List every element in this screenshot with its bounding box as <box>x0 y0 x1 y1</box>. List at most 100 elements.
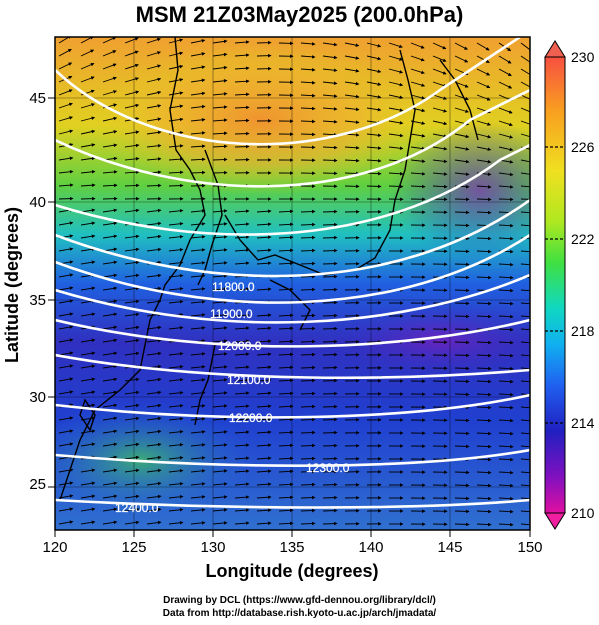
wind-arrow <box>454 55 469 63</box>
wind-arrow <box>102 403 118 408</box>
contour-label: 12300.0 <box>306 461 350 475</box>
wind-arrow <box>300 391 316 396</box>
wind-arrow <box>124 273 140 278</box>
wind-arrow <box>410 42 425 49</box>
wind-arrow <box>322 55 338 60</box>
wind-arrow <box>234 378 250 382</box>
wind-arrow <box>102 76 117 83</box>
wind-arrow <box>212 274 228 278</box>
wind-arrow <box>58 299 74 304</box>
wind-arrow <box>476 340 492 345</box>
wind-arrow <box>168 104 184 109</box>
colorbar-tick-label: 214 <box>571 415 595 431</box>
wind-arrow <box>168 325 184 330</box>
wind-arrow <box>278 248 294 253</box>
wind-arrow <box>476 81 491 89</box>
wind-arrow <box>168 351 184 356</box>
wind-arrow <box>322 132 338 137</box>
wind-arrow <box>300 313 316 318</box>
wind-arrow <box>322 391 338 396</box>
wind-arrow <box>454 418 470 423</box>
wind-arrow <box>212 144 228 149</box>
wind-arrow <box>234 222 250 226</box>
wind-arrow <box>190 469 206 473</box>
credits: Drawing by DCL (https://www.gfd-dennou.o… <box>0 594 599 620</box>
wind-arrow <box>58 247 74 252</box>
wind-arrow <box>212 118 228 122</box>
wind-arrow <box>102 90 117 96</box>
wind-arrow <box>278 261 294 266</box>
x-tick-label: 125 <box>121 539 146 556</box>
wind-arrow <box>520 250 530 253</box>
wind-arrow <box>212 248 228 252</box>
wind-arrow <box>498 327 514 332</box>
wind-arrow <box>190 365 206 369</box>
wind-arrow <box>212 287 228 291</box>
wind-arrow <box>58 442 74 447</box>
wind-arrow <box>300 222 316 227</box>
wind-arrow <box>168 234 184 239</box>
wind-arrow <box>278 469 294 474</box>
wind-arrow <box>300 378 316 383</box>
wind-arrow <box>520 406 530 409</box>
wind-arrow <box>146 442 162 447</box>
wind-arrow <box>168 247 184 252</box>
wind-arrow <box>102 364 118 369</box>
wind-arrow <box>278 404 294 409</box>
wind-arrow <box>322 339 338 344</box>
wind-arrow <box>102 325 118 330</box>
wind-arrow <box>212 391 228 395</box>
wind-arrow <box>102 50 117 57</box>
wind-arrow <box>410 172 426 176</box>
wind-arrow <box>256 261 272 266</box>
wind-arrow <box>498 288 514 293</box>
wind-arrow <box>102 208 118 213</box>
wind-arrow <box>212 235 228 239</box>
wind-arrow <box>322 456 338 461</box>
wind-arrow <box>322 261 338 266</box>
wind-arrow <box>168 494 184 499</box>
wind-arrow <box>322 430 338 435</box>
wind-arrow <box>520 523 530 526</box>
wind-arrow <box>58 338 74 343</box>
wind-arrow <box>498 444 514 449</box>
wind-arrow <box>234 508 250 512</box>
wind-arrow <box>520 380 530 383</box>
x-tick-label: 140 <box>358 539 383 556</box>
wind-arrow <box>146 481 162 486</box>
wind-arrow <box>80 481 96 486</box>
wind-arrow <box>278 339 294 344</box>
wind-arrow <box>322 94 338 98</box>
wind-arrow <box>212 443 228 447</box>
wind-arrow <box>168 403 184 408</box>
wind-arrow <box>498 353 514 358</box>
wind-arrow <box>80 520 96 525</box>
wind-arrow <box>322 326 338 331</box>
wind-arrow <box>102 183 118 188</box>
wind-arrow <box>124 481 140 486</box>
wind-arrow <box>454 509 470 514</box>
wind-arrow <box>454 107 469 113</box>
wind-arrow <box>212 521 228 525</box>
wind-arrow <box>146 183 162 188</box>
wind-arrow <box>520 55 530 65</box>
wind-arrow <box>168 507 184 512</box>
wind-arrow <box>432 184 448 189</box>
wind-arrow <box>322 158 338 163</box>
wind-arrow <box>124 455 140 460</box>
wind-arrow <box>322 145 338 150</box>
wind-arrow <box>102 507 118 512</box>
wind-arrow <box>124 429 140 434</box>
wind-arrow <box>146 416 162 421</box>
wind-arrow <box>278 326 294 331</box>
wind-arrow <box>58 129 74 135</box>
wind-arrow <box>168 286 184 291</box>
wind-arrow <box>366 94 382 99</box>
wind-arrow <box>234 92 250 97</box>
wind-arrow <box>278 352 294 357</box>
wind-arrow <box>278 482 294 487</box>
wind-arrow <box>454 210 470 215</box>
wind-arrow <box>146 325 162 330</box>
wind-arrow <box>190 261 206 265</box>
wind-arrow <box>168 377 184 382</box>
